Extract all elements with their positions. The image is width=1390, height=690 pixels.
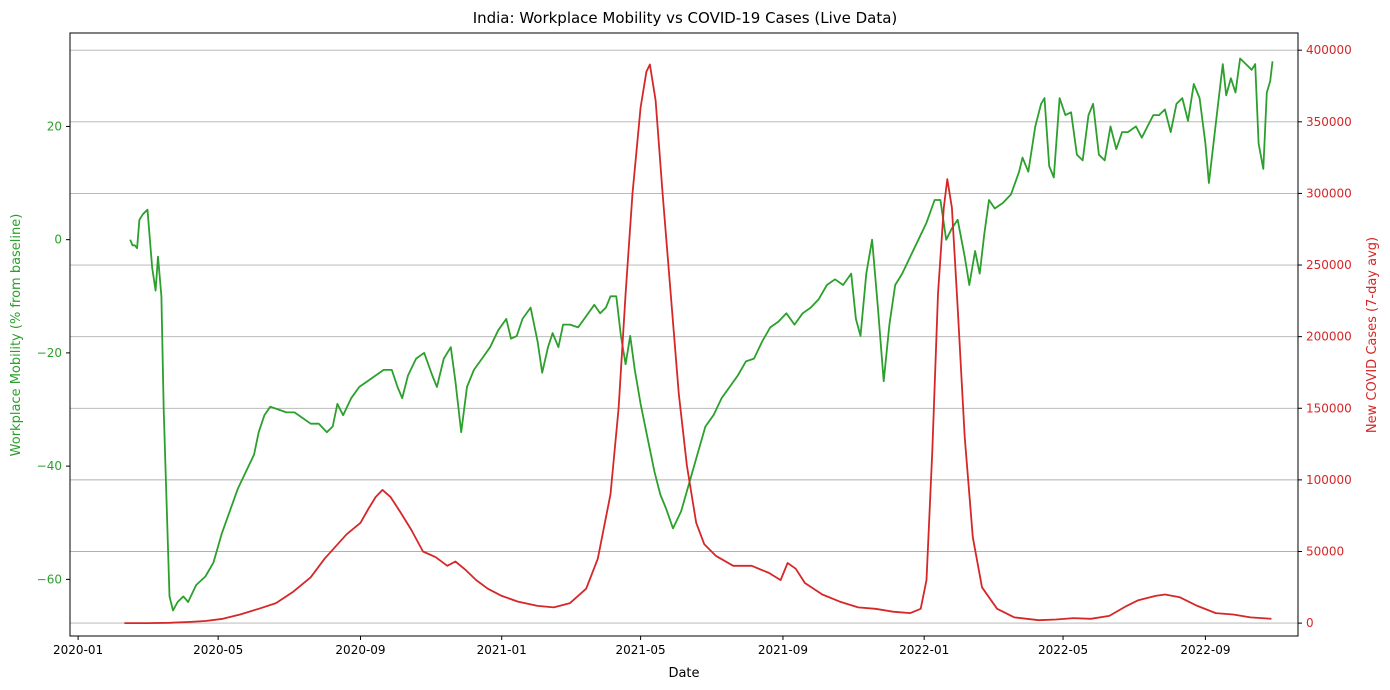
right-y-tick-label: 50000 (1306, 544, 1344, 558)
x-tick-label: 2022-01 (899, 643, 949, 657)
right-y-tick-label: 200000 (1306, 330, 1352, 344)
left-y-tick-label: −20 (37, 346, 62, 360)
right-y-tick-label: 150000 (1306, 401, 1352, 415)
right-y-tick-label: 100000 (1306, 473, 1352, 487)
x-tick-label: 2020-05 (193, 643, 243, 657)
left-y-tick-label: 0 (54, 233, 62, 247)
right-y-axis-label: New COVID Cases (7-day avg) (1365, 237, 1380, 433)
cases-line (124, 63, 1272, 624)
x-axis: 2020-01 2020-05 2020-09 2021-01 2021-05 2021-… (53, 636, 1230, 657)
chart-title: India: Workplace Mobility vs COVID-19 Ca… (473, 9, 898, 27)
left-y-tick-label: 20 (47, 119, 62, 133)
right-y-tick-label: 250000 (1306, 258, 1352, 272)
axes-frame (69, 32, 1299, 637)
x-tick-label: 2022-05 (1038, 643, 1088, 657)
left-y-axis: 20 0 −20 −40 −60 (37, 119, 70, 586)
x-tick-label: 2021-05 (616, 643, 666, 657)
x-tick-label: 2022-09 (1180, 643, 1230, 657)
right-y-tick-label: 400000 (1306, 43, 1352, 57)
right-y-tick-label: 300000 (1306, 186, 1352, 200)
x-tick-label: 2020-09 (335, 643, 385, 657)
x-tick-label: 2020-01 (53, 643, 103, 657)
x-tick-label: 2021-09 (758, 643, 808, 657)
right-y-axis: 0 50000 100000 150000 200000 250000 300000 3500… (1298, 43, 1352, 630)
left-y-tick-label: −40 (37, 459, 62, 473)
right-y-tick-label: 0 (1306, 616, 1314, 630)
plot-area-frame (69, 32, 1299, 637)
mobility-line (129, 57, 1274, 612)
left-y-axis-label: Workplace Mobility (% from baseline) (9, 214, 24, 457)
series-layer (124, 57, 1274, 624)
left-y-tick-label: −60 (37, 572, 62, 586)
x-axis-label: Date (668, 666, 699, 681)
right-y-tick-label: 350000 (1306, 115, 1352, 129)
x-tick-label: 2021-01 (477, 643, 527, 657)
